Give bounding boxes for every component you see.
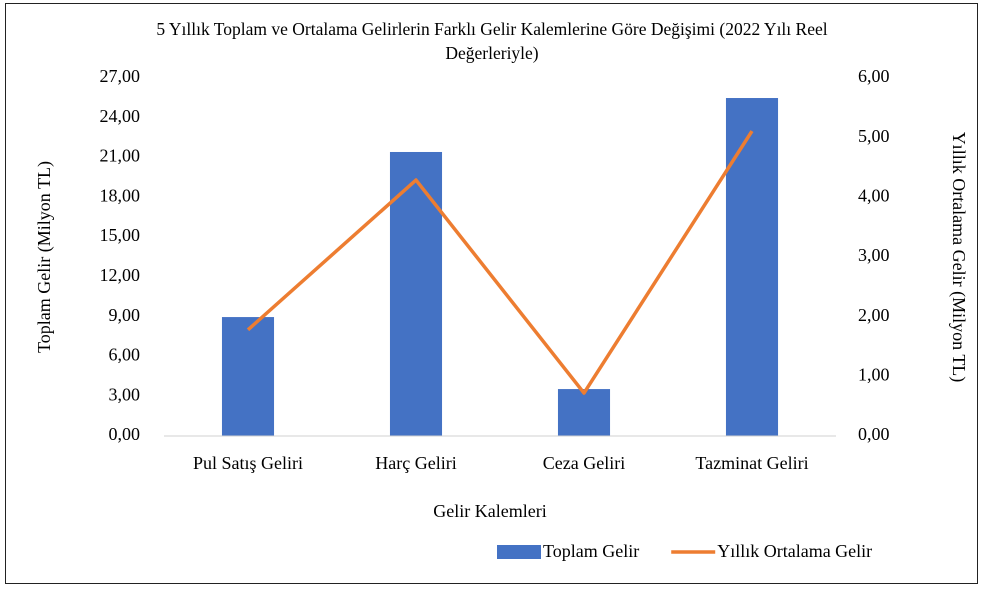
chart-title: 5 Yıllık Toplam ve Ortalama Gelirlerin F… [156,19,828,63]
y2-tick-label: 6,00 [858,66,890,86]
legend-label: Yıllık Ortalama Gelir [717,541,872,561]
bar [557,389,611,436]
y2-tick-label: 1,00 [858,364,890,384]
x-tick-label: Harç Geliri [375,453,456,473]
y-tick-label: 27,00 [100,66,141,86]
y-tick-label: 3,00 [109,384,141,404]
bar [725,98,779,436]
chart-border [5,3,978,584]
bar [221,317,275,436]
y2-tick-label: 0,00 [858,424,890,444]
y-tick-label: 0,00 [109,424,141,444]
x-tick-label: Pul Satış Geliri [193,453,303,473]
y-tick-label: 15,00 [100,225,141,245]
y2-tick-label: 2,00 [858,305,890,325]
y2-tick-label: 3,00 [858,245,890,265]
x-axis-label: Gelir Kalemleri [433,501,546,521]
legend-label: Toplam Gelir [543,541,639,561]
y2-tick-label: 4,00 [858,185,890,205]
y-tick-label: 21,00 [100,146,141,166]
y-axis-label: Toplam Gelir (Milyon TL) [34,161,55,353]
y-tick-label: 18,00 [100,185,141,205]
line [246,130,754,395]
x-tick-label: Tazminat Geliri [695,453,808,473]
y2-axis-label: Yıllık Ortalama Gelir (Milyon TL) [948,132,969,383]
y-tick-label: 12,00 [100,265,141,285]
y2-tick-label: 5,00 [858,126,890,146]
y-tick-label: 6,00 [109,345,141,365]
y-tick-label: 9,00 [109,305,141,325]
y-tick-label: 24,00 [100,106,141,126]
legend-swatch [497,545,541,559]
x-tick-label: Ceza Geliri [543,453,625,473]
